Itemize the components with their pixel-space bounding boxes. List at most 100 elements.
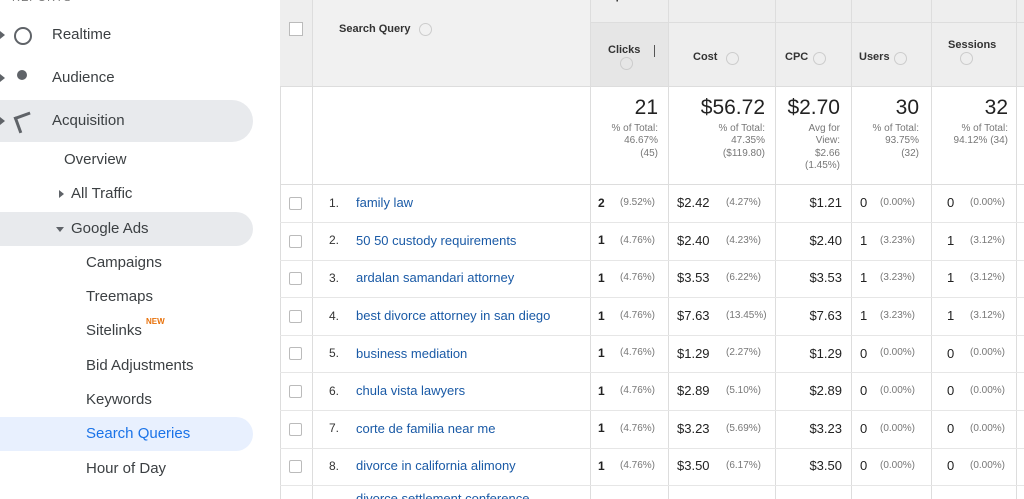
nav-selected-bg — [0, 417, 253, 451]
cell: $3.50 — [809, 458, 842, 474]
nav-item[interactable]: Campaigns — [86, 254, 162, 271]
cell: (9.52%) — [620, 197, 656, 208]
cell: $3.50 — [677, 458, 710, 474]
cell: 0 — [947, 383, 955, 399]
sorted-header-bg — [591, 23, 668, 86]
total-detail: % of Total: — [961, 122, 1008, 134]
cell: 1 — [598, 308, 605, 323]
query-link[interactable]: ardalan samandari attorney — [356, 270, 515, 286]
total-detail: % of Total: — [718, 122, 765, 134]
row-checkbox[interactable] — [289, 309, 302, 323]
cell: 1 — [598, 233, 605, 248]
cell: 0 — [860, 458, 868, 474]
cell: 1 — [598, 346, 605, 361]
row-line — [280, 447, 1024, 449]
cell: (6.17%) — [726, 460, 762, 472]
query-link[interactable]: 50 50 custody requirements — [356, 232, 517, 248]
query-link[interactable]: best divorce attorney in san diego — [356, 308, 551, 323]
nav-item[interactable]: Bid Adjustments — [86, 357, 194, 374]
nav-item[interactable]: Acquisition — [52, 112, 125, 129]
cell: 2 — [598, 195, 605, 210]
query-link[interactable]: corte de familia near me — [356, 420, 496, 436]
row-checkbox[interactable] — [289, 385, 302, 398]
column-divider — [312, 0, 313, 499]
column-header[interactable]: Cost — [693, 51, 718, 63]
query-link[interactable]: divorce settlement conference — [356, 491, 530, 499]
cell: $1.29 — [677, 345, 710, 361]
query-link[interactable]: chula vista lawyers — [356, 383, 466, 399]
query-link[interactable]: family law — [356, 195, 414, 211]
total-detail: $2.66 — [814, 147, 840, 159]
help-icon — [726, 52, 739, 65]
cell: (4.76%) — [620, 385, 656, 396]
cell: $3.23 — [677, 420, 710, 436]
row-checkbox[interactable] — [289, 347, 302, 361]
cell: 1 — [598, 271, 605, 285]
row-line — [280, 485, 1024, 487]
nav-item[interactable]: Google Ads — [71, 220, 149, 237]
column-header[interactable]: Clicks — [608, 44, 641, 56]
total-value: 32 — [984, 96, 1008, 119]
nav-item[interactable]: Search Queries — [86, 425, 191, 442]
sidebar — [0, 0, 280, 499]
row-checkbox[interactable] — [289, 197, 302, 210]
row-checkbox[interactable] — [289, 422, 302, 436]
nav-sub-bg — [0, 212, 253, 246]
cell: 2. — [329, 233, 340, 248]
cell: 1 — [598, 421, 605, 436]
cell: (4.76%) — [620, 272, 656, 284]
total-value: 30 — [895, 96, 919, 119]
cell: (4.76%) — [620, 309, 656, 321]
cell: 0 — [860, 345, 868, 361]
total-detail: (45) — [640, 147, 658, 159]
cell: 0 — [947, 420, 955, 436]
column-header[interactable]: Users — [859, 51, 890, 63]
nav-item[interactable]: Sitelinks — [86, 322, 142, 339]
column-divider — [931, 0, 932, 499]
cell: (4.76%) — [620, 347, 656, 359]
cell: (3.23%) — [880, 272, 916, 284]
cell: 1 — [860, 308, 868, 323]
nav-item[interactable]: Hour of Day — [86, 460, 167, 477]
row-checkbox[interactable] — [289, 460, 302, 474]
row-line — [280, 372, 1024, 374]
nav-item[interactable]: Treemaps — [86, 288, 153, 305]
nav-item[interactable]: Realtime — [52, 26, 112, 43]
cell: 0 — [947, 345, 955, 361]
column-divider — [590, 0, 591, 499]
column-header[interactable]: Sessions — [948, 39, 997, 51]
cell: (0.00%) — [880, 197, 916, 208]
query-link[interactable]: divorce in california alimony — [356, 458, 516, 474]
column-header[interactable]: CPC — [785, 51, 809, 63]
cell: (0.00%) — [970, 347, 1006, 359]
cell: (4.76%) — [620, 234, 656, 246]
cell: (6.22%) — [726, 272, 762, 284]
new-badge: NEW — [146, 317, 165, 326]
column-divider — [1016, 0, 1017, 499]
nav-item[interactable]: Audience — [52, 69, 115, 86]
total-detail: 94.12% (34) — [953, 135, 1008, 146]
help-icon — [960, 52, 973, 65]
column-header[interactable]: Search Query — [339, 23, 411, 35]
total-detail: % of Total: — [611, 122, 658, 134]
cell: $2.42 — [677, 195, 710, 211]
cell: (0.00%) — [970, 385, 1006, 396]
cell: (0.00%) — [880, 460, 916, 472]
collapse-arrow — [56, 227, 64, 232]
nav-item[interactable]: All Traffic — [71, 185, 133, 202]
total-detail: Avg for — [808, 122, 841, 134]
row-line — [280, 259, 1024, 261]
expand-arrow — [0, 117, 5, 125]
cell: 3. — [329, 271, 340, 285]
column-divider — [775, 0, 776, 499]
total-value: $56.72 — [700, 96, 765, 119]
nav-item[interactable]: Keywords — [86, 391, 152, 408]
query-link[interactable]: business mediation — [356, 345, 468, 361]
cell: $2.89 — [809, 383, 842, 399]
nav-item[interactable]: Overview — [64, 151, 127, 168]
cell: 0 — [860, 195, 868, 211]
row-checkbox[interactable] — [289, 272, 302, 286]
row-checkbox[interactable] — [289, 234, 302, 248]
cell: (0.00%) — [880, 347, 916, 359]
cell: (13.45%) — [726, 309, 767, 321]
